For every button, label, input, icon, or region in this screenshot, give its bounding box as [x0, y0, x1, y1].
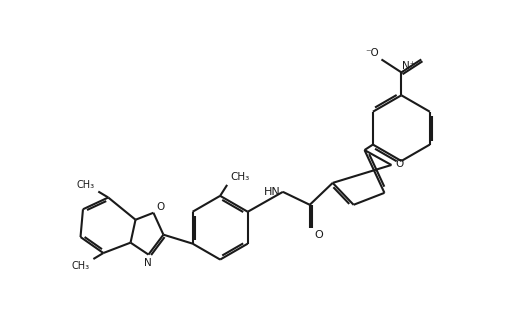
Text: O: O: [315, 230, 324, 240]
Text: N: N: [143, 258, 152, 268]
Text: ⁻O: ⁻O: [366, 48, 379, 59]
Text: HN: HN: [264, 187, 281, 197]
Text: CH₃: CH₃: [230, 172, 249, 182]
Text: N⁺: N⁺: [402, 61, 416, 71]
Text: CH₃: CH₃: [76, 180, 94, 189]
Text: O: O: [157, 202, 165, 212]
Text: CH₃: CH₃: [71, 261, 90, 271]
Text: O: O: [395, 159, 403, 169]
